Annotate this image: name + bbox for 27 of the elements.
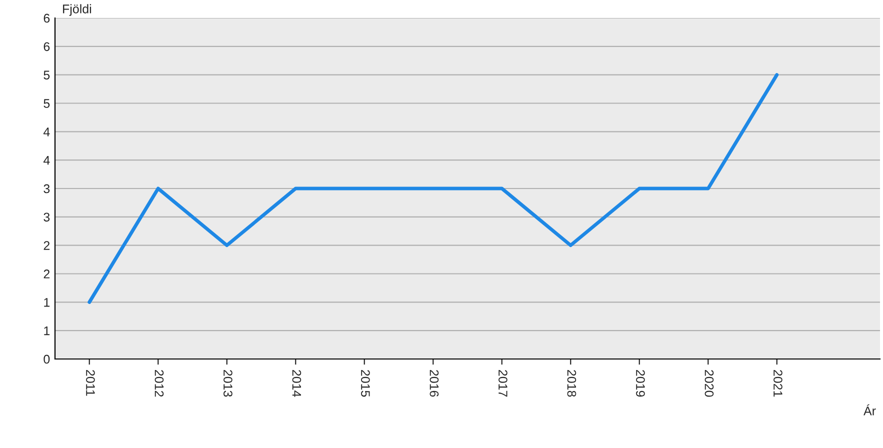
y-tick-label: 4 <box>43 156 50 165</box>
y-tick-label: 5 <box>44 70 50 80</box>
x-tick-label: 2012 <box>154 370 164 397</box>
y-axis-title: Fjöldi <box>63 4 92 16</box>
line-series <box>88 73 779 304</box>
x-tick-label: 2018 <box>567 370 576 397</box>
y-tick-label: 1 <box>44 298 50 307</box>
y-tick-label: 5 <box>44 99 50 108</box>
x-tick-label: 2014 <box>292 370 302 397</box>
x-tick-label: 2015 <box>361 370 370 397</box>
y-tick-label: 2 <box>44 270 50 278</box>
x-tick-label: 2020 <box>704 370 714 397</box>
y-tick-label: 3 <box>44 212 50 222</box>
y-tick-label: 3 <box>44 184 50 194</box>
y-tick-label: 2 <box>44 241 50 250</box>
x-axis-title: Ár <box>864 404 876 416</box>
x-tick-label: 2011 <box>86 370 95 396</box>
y-tick-label: 6 <box>44 42 50 52</box>
y-tick-label: 1 <box>44 326 50 336</box>
x-tick-label: 2021 <box>774 370 782 397</box>
x-tick-label: 2016 <box>430 370 439 397</box>
x-tick-label: 2017 <box>498 370 508 397</box>
y-tick-label: 4 <box>43 128 50 136</box>
x-tick-label: 2013 <box>224 370 232 397</box>
y-tick-label: 0 <box>44 354 50 364</box>
x-tick-label: 2019 <box>636 370 645 397</box>
y-tick-label: 6 <box>44 14 50 23</box>
